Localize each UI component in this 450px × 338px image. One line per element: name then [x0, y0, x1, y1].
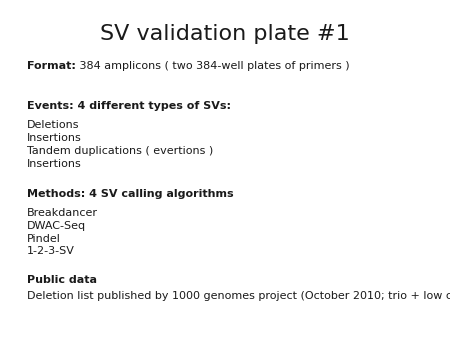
Text: Tandem duplications ( evertions ): Tandem duplications ( evertions )	[27, 146, 213, 156]
Text: Breakdancer: Breakdancer	[27, 208, 98, 218]
Text: 1-2-3-SV: 1-2-3-SV	[27, 246, 75, 257]
Text: 384 amplicons ( two 384-well plates of primers ): 384 amplicons ( two 384-well plates of p…	[76, 61, 350, 71]
Text: Deletion list published by 1000 genomes project (October 2010; trio + low covera: Deletion list published by 1000 genomes …	[27, 291, 450, 301]
Text: SV validation plate #1: SV validation plate #1	[100, 24, 350, 44]
Text: Pindel: Pindel	[27, 234, 61, 244]
Text: Events: 4 different types of SVs:: Events: 4 different types of SVs:	[27, 101, 231, 112]
Text: Format:: Format:	[27, 61, 76, 71]
Text: Public data: Public data	[27, 275, 97, 286]
Text: Insertions: Insertions	[27, 133, 82, 143]
Text: Deletions: Deletions	[27, 120, 80, 130]
Text: DWAC-Seq: DWAC-Seq	[27, 221, 86, 231]
Text: Insertions: Insertions	[27, 159, 82, 169]
Text: Methods: 4 SV calling algorithms: Methods: 4 SV calling algorithms	[27, 189, 234, 199]
